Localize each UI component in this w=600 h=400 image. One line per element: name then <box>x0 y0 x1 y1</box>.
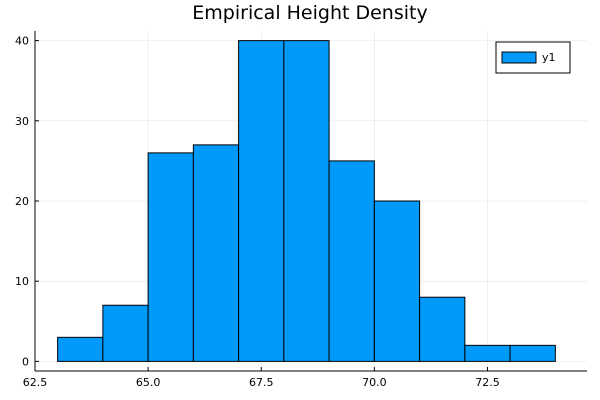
histogram-bar <box>328 160 375 362</box>
x-axis-ticks: 62.5 65.0 67.5 70.0 72.5 <box>23 367 500 389</box>
histogram-bar <box>373 200 421 362</box>
x-tick-label: 72.5 <box>475 376 500 389</box>
y-tick-label: 10 <box>15 275 29 288</box>
histogram-bar <box>102 304 149 362</box>
histogram-bar <box>509 344 556 362</box>
y-tick-label: 0 <box>22 355 29 368</box>
histogram-bar <box>147 152 194 362</box>
y-axis-ticks: 0 10 20 30 40 <box>15 35 39 368</box>
bars <box>57 40 556 362</box>
chart-title: Empirical Height Density <box>192 2 427 24</box>
y-tick-label: 40 <box>15 35 29 48</box>
histogram-bar <box>238 40 285 362</box>
histogram-bar <box>57 336 104 362</box>
legend-swatch <box>501 51 537 64</box>
y-tick-label: 20 <box>15 195 29 208</box>
histogram-bar <box>464 344 511 362</box>
histogram-bar <box>419 296 466 362</box>
legend: y1 <box>495 41 571 74</box>
histogram-bar <box>283 40 330 362</box>
x-tick-label: 65.0 <box>136 376 161 389</box>
legend-label: y1 <box>542 51 556 64</box>
y-tick-label: 30 <box>15 115 29 128</box>
x-tick-label: 62.5 <box>23 376 48 389</box>
x-tick-label: 67.5 <box>249 376 274 389</box>
histogram-bar <box>192 144 240 362</box>
x-tick-label: 70.0 <box>362 376 387 389</box>
